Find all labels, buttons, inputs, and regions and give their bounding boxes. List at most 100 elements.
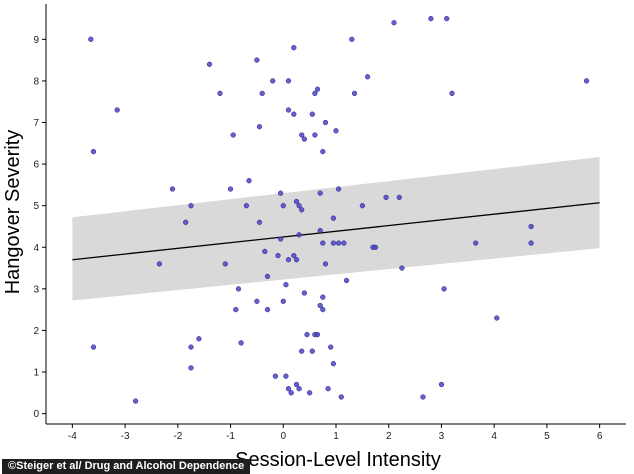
data-point — [312, 90, 318, 97]
x-tick-label: 0 — [280, 431, 286, 442]
data-point — [222, 261, 228, 267]
data-point — [293, 381, 300, 388]
data-point — [320, 240, 326, 246]
data-point — [314, 331, 321, 338]
data-point — [183, 219, 189, 225]
data-point — [227, 186, 234, 192]
y-tick-label: 4 — [33, 243, 39, 254]
data-point — [90, 148, 97, 155]
data-point — [528, 240, 534, 246]
axes-layer — [42, 4, 626, 428]
data-point — [320, 306, 326, 313]
y-tick-label: 7 — [33, 118, 39, 129]
x-tick-label: 2 — [386, 431, 392, 442]
data-point — [317, 227, 323, 234]
data-point — [335, 186, 342, 192]
data-point — [235, 286, 242, 292]
data-point — [288, 390, 294, 396]
x-tick-label: 3 — [439, 431, 445, 442]
data-point — [309, 348, 315, 354]
data-point — [296, 203, 302, 209]
data-point — [309, 111, 315, 117]
data-point — [285, 78, 292, 84]
data-point — [264, 273, 271, 280]
data-point — [372, 244, 379, 250]
data-points-layer — [88, 15, 590, 404]
data-point — [330, 215, 337, 221]
data-point — [291, 111, 297, 117]
data-point — [317, 302, 323, 309]
data-point — [254, 298, 260, 304]
data-point — [217, 90, 223, 97]
data-point — [156, 261, 163, 267]
data-point — [285, 257, 292, 263]
x-tick-label: -1 — [226, 431, 235, 442]
data-point — [396, 194, 402, 201]
data-point — [291, 252, 297, 259]
data-point — [299, 348, 305, 354]
y-axis-title: Hangover Severity — [2, 130, 24, 295]
data-point — [335, 240, 342, 246]
data-point — [291, 45, 297, 51]
y-tick-label: 9 — [33, 35, 39, 46]
y-tick-label: 6 — [33, 160, 39, 171]
data-point — [359, 203, 366, 209]
data-point — [114, 107, 120, 113]
x-tick-label: 5 — [544, 431, 550, 442]
data-point — [383, 194, 389, 201]
data-point — [188, 203, 194, 209]
y-tick-label: 0 — [33, 409, 39, 420]
data-point — [285, 107, 292, 113]
confidence-band — [72, 157, 600, 301]
data-point — [293, 257, 300, 263]
data-point — [328, 344, 334, 350]
y-tick-label: 1 — [33, 368, 39, 379]
data-point — [441, 286, 447, 292]
y-tick-label: 8 — [33, 76, 39, 87]
regression-line — [72, 202, 600, 261]
data-point — [246, 178, 252, 184]
data-point — [262, 248, 268, 255]
data-point — [341, 240, 347, 246]
data-point — [233, 306, 239, 313]
data-point — [351, 90, 358, 97]
y-tick-label: 5 — [33, 201, 39, 212]
x-tick-label: 6 — [597, 431, 603, 442]
data-point — [293, 198, 300, 205]
data-point — [364, 74, 371, 80]
data-point — [256, 219, 263, 225]
x-tick-label: 1 — [333, 431, 339, 442]
source-credit: ©Steiger et al/ Drug and Alcohol Depende… — [2, 459, 251, 474]
data-point — [428, 15, 434, 22]
data-point — [243, 203, 250, 209]
confidence-band-layer — [72, 157, 600, 301]
x-tick-label: -4 — [68, 431, 77, 442]
tick-labels-layer: -4 -3 -2 -1 0 1 2 3 4 5 6 0 1 2 3 4 5 6 7 8 9 — [33, 35, 602, 442]
data-point — [333, 128, 339, 134]
data-point — [196, 336, 202, 342]
data-point — [473, 240, 479, 246]
data-point — [322, 261, 329, 267]
data-point — [317, 190, 323, 196]
data-point — [301, 136, 308, 142]
data-point — [285, 386, 292, 392]
data-point — [270, 78, 276, 84]
data-point — [299, 207, 305, 213]
data-point — [296, 232, 302, 238]
data-point — [283, 373, 289, 379]
data-point — [169, 186, 176, 192]
data-point — [259, 90, 265, 97]
data-point — [301, 290, 308, 296]
data-point — [528, 223, 534, 230]
data-point — [264, 306, 271, 313]
x-axis-title: Session-Level Intensity — [235, 449, 441, 471]
data-point — [304, 331, 310, 338]
x-tick-label: -2 — [173, 431, 182, 442]
data-point — [280, 298, 286, 304]
data-point — [312, 132, 318, 138]
data-point — [256, 124, 263, 130]
data-point — [343, 277, 350, 284]
data-point — [306, 390, 313, 396]
data-point — [320, 294, 326, 300]
